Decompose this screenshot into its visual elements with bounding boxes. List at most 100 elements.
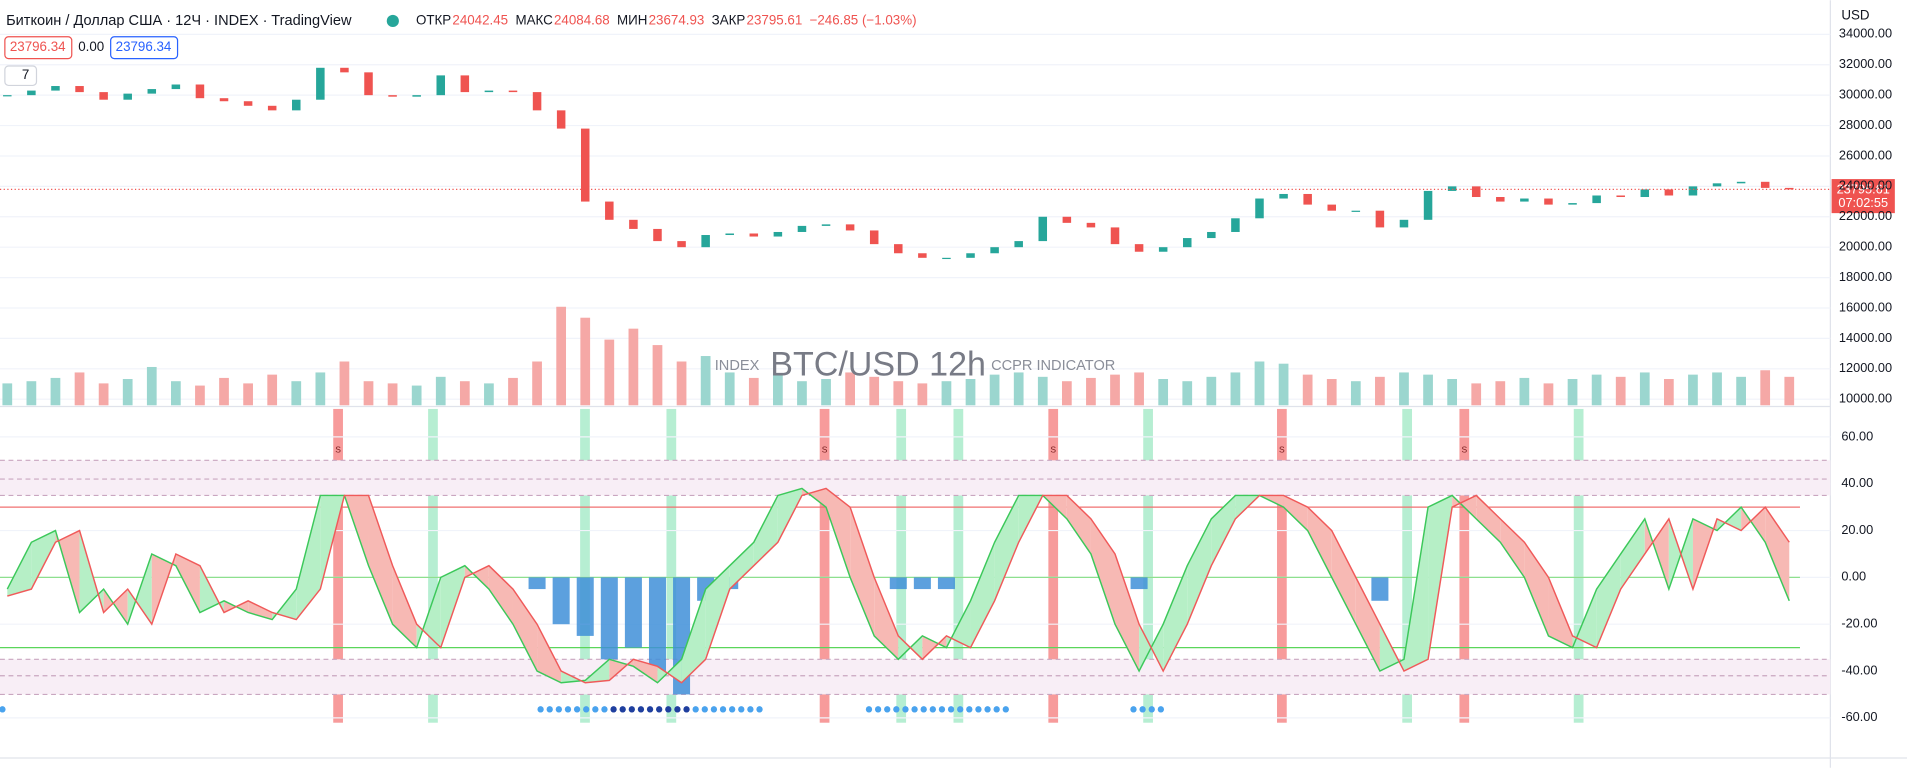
candle <box>1279 193 1288 199</box>
volume-bar <box>363 381 374 406</box>
volume-bar <box>1543 383 1554 406</box>
cloud <box>512 589 538 672</box>
candle <box>749 233 759 237</box>
volume-bar <box>652 345 663 406</box>
dot <box>756 706 763 713</box>
status-dot[interactable] <box>386 14 399 28</box>
volume-bar <box>821 379 831 406</box>
volume-bar <box>1086 377 1096 406</box>
cloud <box>1115 553 1140 672</box>
volume-bar <box>1664 379 1674 406</box>
indicator-tick-label: 40.00 <box>1841 475 1873 490</box>
price-tick-label: 30000.00 <box>1839 87 1892 102</box>
watermark-main: BTC/USD 12h <box>770 345 986 383</box>
cloud <box>296 495 321 620</box>
dot <box>610 706 617 713</box>
candle <box>267 105 277 111</box>
dot <box>628 706 635 713</box>
candle <box>1134 244 1144 252</box>
dot <box>747 706 754 713</box>
candle <box>1062 216 1072 223</box>
candle <box>1616 195 1625 198</box>
spread: 0.00 <box>78 39 104 54</box>
volume-bar <box>1712 372 1722 406</box>
volume-bar <box>74 372 85 406</box>
price-tick-label: 24000.00 <box>1839 178 1892 193</box>
dot <box>646 706 654 713</box>
candle <box>3 95 12 97</box>
candle <box>869 230 879 245</box>
volume-bar <box>1399 372 1409 406</box>
price-label-box <box>1831 179 1895 214</box>
volume-bar <box>676 361 687 406</box>
ohlc-label: ОТКР <box>416 12 451 27</box>
collapse-box[interactable] <box>4 65 38 87</box>
dot <box>993 706 1000 713</box>
ohlc: ОТКР 24042.45 МАКС 24084.68 МИН 23674.93 ЗАКР 2… <box>416 12 802 27</box>
candle <box>797 225 807 232</box>
indicator-tick-label: -60.00 <box>1841 709 1877 724</box>
sell-column <box>819 408 830 723</box>
dot <box>665 706 672 713</box>
volume-bar <box>339 361 350 406</box>
volume-bar <box>1254 361 1265 406</box>
cloud <box>826 488 851 578</box>
candle <box>1471 186 1481 198</box>
volume-bar <box>941 381 952 406</box>
dot <box>947 706 955 713</box>
price-tick-label: 10000.00 <box>1839 391 1892 406</box>
cloud <box>874 577 899 660</box>
volume-bar <box>484 383 494 406</box>
candle <box>1712 183 1722 187</box>
volume-bar <box>219 377 229 406</box>
buy-column <box>896 408 907 723</box>
candle <box>532 92 542 111</box>
dot <box>592 706 599 713</box>
candle <box>1182 238 1192 248</box>
dot <box>938 706 946 713</box>
currency[interactable]: USD <box>1841 8 1870 23</box>
candle <box>436 75 446 96</box>
price-tick-label: 32000.00 <box>1839 56 1892 71</box>
ohlc-value: 24084.68 <box>554 12 610 27</box>
volume-bar <box>1615 376 1626 406</box>
candle <box>75 86 84 93</box>
cloud <box>1090 518 1116 625</box>
candle <box>1158 247 1168 252</box>
candle <box>1423 190 1433 220</box>
price-tick-label: 20000.00 <box>1839 239 1892 254</box>
volume-bar <box>1061 381 1072 406</box>
candle <box>364 72 373 96</box>
dot <box>1148 706 1155 713</box>
volume-bar <box>845 372 855 406</box>
band-fill <box>0 659 1831 695</box>
dot <box>601 706 608 713</box>
ask-box[interactable] <box>110 36 179 60</box>
volume-bar <box>170 381 181 406</box>
cloud <box>922 635 947 660</box>
volume-bar <box>1278 363 1289 406</box>
volume-bar <box>315 372 326 406</box>
candle <box>1110 227 1120 245</box>
sell-column <box>333 408 343 723</box>
candle <box>701 235 710 248</box>
dot <box>537 706 544 713</box>
indicator-line <box>6 487 1790 684</box>
bid-box[interactable] <box>4 36 73 60</box>
volume-bar <box>243 383 253 406</box>
volume-bar <box>1302 374 1313 406</box>
volume-bar <box>1158 379 1169 406</box>
volume-bar <box>508 377 518 406</box>
candle <box>653 228 662 242</box>
ohlc-label: МАКС <box>515 12 553 27</box>
candle <box>123 93 132 100</box>
dot <box>546 706 553 713</box>
candle <box>605 201 614 220</box>
cloud <box>994 495 1019 601</box>
volume-bar <box>1567 379 1578 406</box>
volume-bar <box>1519 377 1530 406</box>
cloud <box>55 530 80 613</box>
sell-label: S <box>1279 445 1285 455</box>
watermark-right: CCPR INDICATOR <box>991 358 1115 374</box>
volume-bar <box>532 361 542 406</box>
